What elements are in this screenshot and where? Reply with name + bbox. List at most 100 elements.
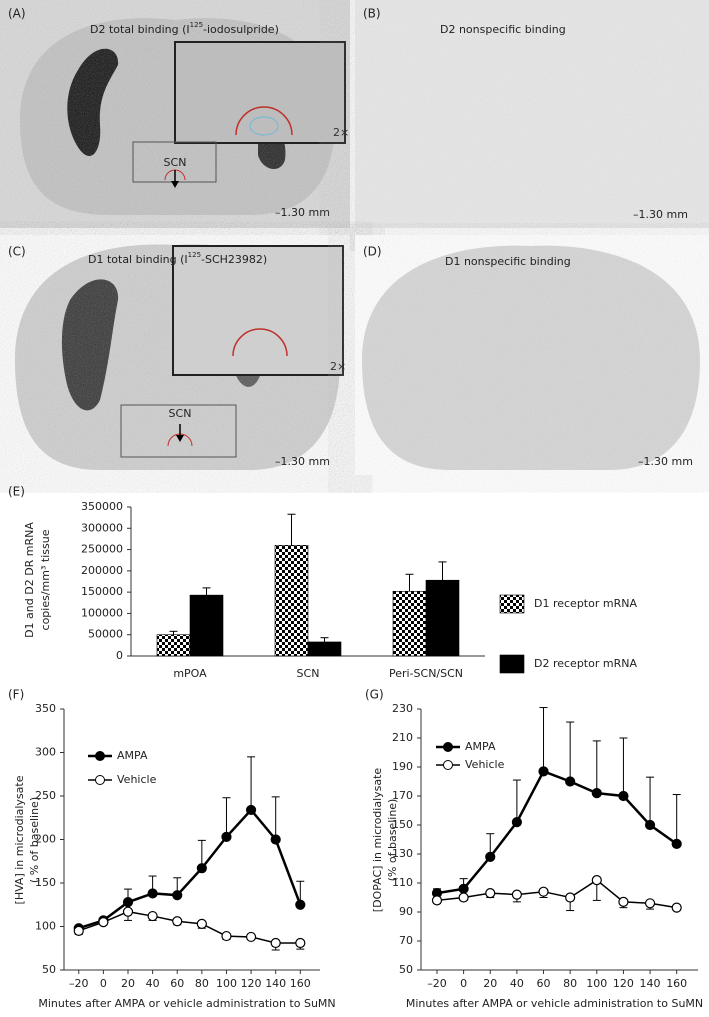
image-texture xyxy=(355,0,709,228)
x-tick-label: 100 xyxy=(586,977,607,990)
zoom: 2× xyxy=(333,126,349,139)
panel-b: (B) D2 nonspecific binding –1.30 mm xyxy=(355,0,709,228)
panel-a: (A) D2 total binding (I125-iodosulpride)… xyxy=(0,0,350,228)
line xyxy=(436,769,678,895)
y-tick-label: 250000 xyxy=(81,543,123,556)
marker xyxy=(147,910,158,922)
panel-c: (C) D1 total binding (I125-SCH23982) SCN… xyxy=(0,235,350,475)
marker xyxy=(458,883,469,894)
marker xyxy=(295,937,306,949)
marker xyxy=(245,931,257,943)
panel-label: (A) xyxy=(8,7,26,21)
bar xyxy=(274,545,309,657)
y-tick-label: 70 xyxy=(399,934,413,947)
x-tick-label: 100 xyxy=(216,977,237,990)
y-tick-label: 200000 xyxy=(81,564,123,577)
y-tick-label: 0 xyxy=(116,649,123,662)
y-tick-label: 250 xyxy=(35,789,56,802)
x-axis-label: Minutes after AMPA or vehicle administra… xyxy=(406,997,703,1010)
legend-swatch xyxy=(499,654,525,674)
scn-outline xyxy=(249,116,279,136)
y-axis-label: [DOPAC] in microdialysate xyxy=(371,768,384,913)
title-part: D2 total binding (I xyxy=(90,23,190,36)
marker xyxy=(270,937,281,949)
marker xyxy=(485,851,496,863)
arrow xyxy=(176,435,184,442)
y-axis-label: (% of baseline) xyxy=(386,799,399,882)
scn-outline xyxy=(235,106,293,136)
marker xyxy=(511,816,522,828)
title-superscript: 125 xyxy=(190,21,203,29)
marker xyxy=(172,890,183,901)
legend-label: D2 receptor mRNA xyxy=(534,657,637,670)
panel-label: (F) xyxy=(8,688,24,702)
x-tick-label: 40 xyxy=(510,977,524,990)
bar xyxy=(425,579,460,657)
x-tick-label: 160 xyxy=(290,977,311,990)
bar xyxy=(392,590,427,657)
region-label: SCN xyxy=(164,156,187,169)
y-axis-label: copies/mm³ tissue xyxy=(39,529,52,630)
y-tick-label: 50 xyxy=(399,963,413,976)
x-tick-label: 120 xyxy=(241,977,262,990)
marker xyxy=(671,902,682,913)
legend-label: Vehicle xyxy=(465,758,505,771)
coordinate: –1.30 mm xyxy=(275,206,330,219)
marker xyxy=(147,888,158,899)
legend-label: Vehicle xyxy=(117,773,157,786)
coordinate: –1.30 mm xyxy=(275,455,330,468)
y-tick-label: 130 xyxy=(392,847,413,860)
y-tick-label: 150 xyxy=(35,876,56,889)
y-tick-label: 350000 xyxy=(81,500,123,513)
panel-label: (C) xyxy=(8,245,26,259)
marker xyxy=(565,776,576,787)
line xyxy=(436,879,677,909)
x-tick-label: 140 xyxy=(265,977,286,990)
y-tick-label: 150000 xyxy=(81,585,123,598)
x-tick-label: 140 xyxy=(640,977,661,990)
y-tick-label: 50 xyxy=(42,963,56,976)
marker xyxy=(644,898,656,909)
x-tick-label: 0 xyxy=(460,977,467,990)
legend-label: AMPA xyxy=(117,749,148,762)
y-tick-label: 190 xyxy=(392,760,413,773)
marker xyxy=(221,831,232,842)
x-tick-label: 20 xyxy=(121,977,135,990)
image-texture xyxy=(362,245,700,470)
x-tick-label: 60 xyxy=(170,977,184,990)
panel-label: (G) xyxy=(365,688,384,702)
y-tick-label: 170 xyxy=(392,789,413,802)
legend-marker xyxy=(95,751,105,761)
y-axis-label: [HVA] in microdialysate xyxy=(13,775,26,904)
y-tick-label: 300000 xyxy=(81,521,123,534)
x-tick-label: –20 xyxy=(69,977,89,990)
y-tick-label: 90 xyxy=(399,905,413,918)
y-tick-label: 100 xyxy=(35,920,56,933)
marker xyxy=(295,899,306,910)
y-tick-label: 200 xyxy=(35,833,56,846)
x-tick-label: 40 xyxy=(146,977,160,990)
inset xyxy=(172,245,344,376)
panel-d: (D) D1 nonspecific binding –1.30 mm xyxy=(355,235,709,475)
inset xyxy=(174,41,346,144)
bar xyxy=(156,634,191,657)
zoom: 2× xyxy=(330,360,346,373)
y-tick-label: 150 xyxy=(392,818,413,831)
coordinate: –1.30 mm xyxy=(638,455,693,468)
panel-label: (D) xyxy=(363,245,382,259)
line xyxy=(78,910,301,944)
x-tick-label: 80 xyxy=(563,977,577,990)
legend-label: D1 receptor mRNA xyxy=(534,597,637,610)
legend-marker xyxy=(443,742,453,752)
x-tick-label: mPOA xyxy=(173,667,207,680)
marker xyxy=(591,787,602,799)
panel-label: (E) xyxy=(8,485,25,499)
x-axis-label: Minutes after AMPA or vehicle administra… xyxy=(38,997,335,1010)
bar xyxy=(189,594,224,657)
marker xyxy=(538,766,549,777)
marker xyxy=(196,918,207,929)
arrow xyxy=(171,181,179,188)
marker xyxy=(538,886,549,897)
